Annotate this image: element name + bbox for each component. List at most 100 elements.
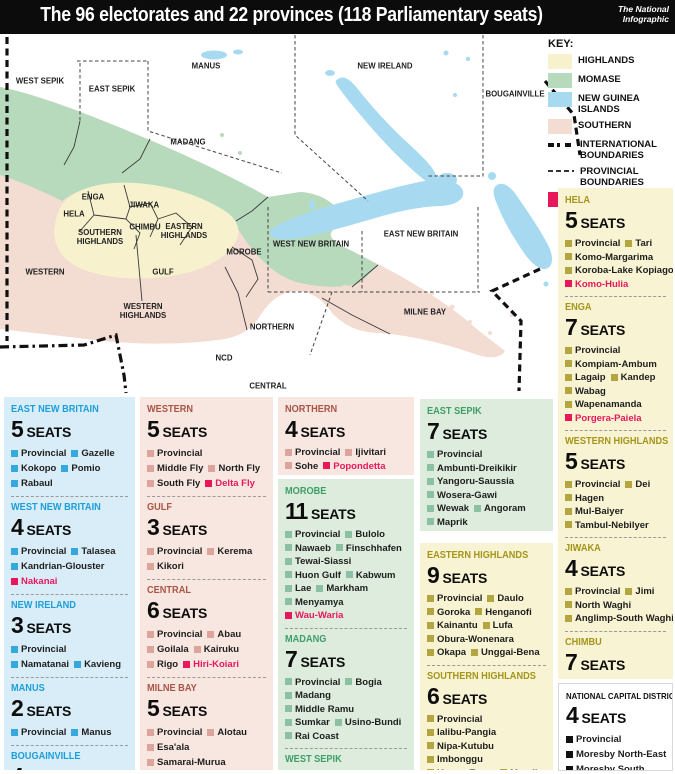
- electorate-label: Provincial: [21, 644, 67, 655]
- province-section: EAST SEPIK 7 SEATS Provincial Ambunti-Dreik…: [427, 406, 546, 528]
- electorate-item: South Fly: [147, 477, 200, 490]
- electorate-label: Menyamya: [295, 596, 344, 608]
- electorate-item: Kagua-Erave: [427, 768, 495, 770]
- seat-count: 4 SEATS: [285, 416, 407, 443]
- seat-count: 2 SEATS: [11, 695, 128, 722]
- electorate-bullet-icon: [205, 479, 213, 487]
- electorate-bullet-icon: [11, 449, 18, 457]
- electorate-item: Gazelle: [71, 447, 115, 460]
- electorate-item: Provincial: [147, 726, 202, 739]
- map-label: NCD: [215, 352, 233, 363]
- electorate-item: Provincial: [565, 586, 620, 598]
- province-section: MANUS 2 SEATS Provincial Manus: [11, 683, 128, 739]
- electorate-bullet-icon: [427, 648, 434, 656]
- seat-number: 7: [285, 645, 298, 672]
- province-name: EAST NEW BRITAIN: [11, 404, 99, 415]
- electorate-bullet-icon: [427, 621, 434, 629]
- electorate-label: Koroba-Lake Kopiago: [575, 265, 673, 276]
- electorate-bullet-icon: [11, 547, 18, 555]
- seats-word: SEATS: [576, 322, 626, 338]
- electorate-item: Esa'ala: [147, 741, 189, 754]
- electorate-item: Nipa-Kutubu: [427, 741, 494, 753]
- electorate-item: Imbonggu: [427, 754, 483, 766]
- electorate-label: Provincial: [575, 479, 621, 490]
- electorate-bullet-icon: [316, 584, 324, 592]
- electorate-bullet-icon: [285, 448, 292, 456]
- electorate-label: Hiri-Koiari: [193, 659, 240, 670]
- province-panel: EAST SEPIK 7 SEATS Provincial Ambunti-Dreik…: [420, 399, 553, 531]
- electorate-label: Kandrian-Glouster: [21, 561, 105, 572]
- publisher-name: The National: [617, 4, 669, 14]
- panel-divider: [11, 745, 128, 746]
- electorate-item: Usino-Bundi: [334, 717, 401, 729]
- province-section: NEW IRELAND 3 SEATS Provincial Namatanai Kav…: [11, 600, 128, 671]
- seats-word: SEATS: [158, 424, 208, 440]
- seat-count: 9 SEATS: [427, 562, 546, 589]
- electorate-item: Kikori: [147, 560, 184, 573]
- province-section: ENGA 7 SEATS Provincial Kompiam-Ambum Lagaip…: [565, 302, 666, 424]
- electorate-bullet-icon: [565, 614, 572, 622]
- electorate-item: Daulo: [487, 593, 524, 605]
- electorate-bullet-icon: [207, 728, 215, 736]
- electorate-item: Dei: [625, 479, 650, 491]
- province-section: SOUTHERN HIGHLANDS 6 SEATS Provincial Ialib…: [427, 671, 546, 770]
- electorate-item: Wapenamanda: [565, 399, 642, 411]
- map-label: CHIMBU: [129, 221, 161, 232]
- publisher-tagline: Infographic: [622, 13, 669, 24]
- panel-divider: [565, 537, 666, 538]
- electorate-label: Nipa-Kutubu: [437, 740, 494, 752]
- electorate-label: Wapenamanda: [575, 399, 642, 410]
- electorate-bullet-icon: [345, 530, 353, 538]
- seat-number: 5: [285, 766, 298, 770]
- title-bar: The 96 electorates and 22 provinces (118…: [0, 0, 675, 34]
- electorate-bullet-icon: [207, 547, 215, 555]
- electorate-item: Provincial: [11, 643, 66, 656]
- electorate-item: Sumkar: [285, 717, 330, 729]
- electorate-bullet-icon: [610, 373, 618, 381]
- electorate-item: Huon Gulf: [285, 570, 341, 582]
- seat-count: 4 SEATS: [566, 702, 665, 729]
- electorate-bullet-icon: [285, 705, 292, 712]
- seat-count: 5 SEATS: [147, 695, 266, 722]
- electorate-bullet-icon: [565, 507, 572, 515]
- province-section: GULF 3 SEATS Provincial Kerema Kikori: [147, 502, 266, 573]
- electorate-bullet-icon: [345, 448, 353, 456]
- electorate-bullet-icon: [427, 755, 434, 763]
- electorate-label: Provincial: [157, 448, 203, 459]
- province-section: HELA 5 SEATS Provincial Tari Komo-Margarima K…: [565, 195, 673, 291]
- electorate-bullet-icon: [11, 728, 18, 736]
- electorate-bullet-icon: [566, 750, 573, 758]
- electorate-item: Angoram: [474, 503, 526, 515]
- electorate-label: South Fly: [157, 478, 201, 489]
- electorate-bullet-icon: [147, 743, 154, 751]
- electorate-bullet-icon: [208, 464, 216, 472]
- electorate-bullet-icon: [147, 728, 154, 736]
- electorate-label: Provincial: [295, 529, 341, 540]
- electorate-label: Kandep: [620, 372, 656, 383]
- electorate-bullet-icon: [565, 521, 572, 528]
- electorate-item: Wosera-Gawi: [427, 490, 497, 502]
- map-label: HELA: [63, 208, 85, 219]
- province-section: WESTERN 5 SEATS Provincial Middle Fly North …: [147, 404, 266, 490]
- panel-divider: [565, 630, 666, 632]
- province-panel: MOROBE 11 SEATS Provincial Bulolo Nawaeb Fins…: [278, 479, 414, 770]
- electorate-item: Komo-Hulia: [565, 279, 628, 291]
- electorate-bullet-icon: [475, 608, 483, 615]
- seat-count: 5 SEATS: [285, 766, 407, 770]
- electorate-list: Provincial Middle Fly North Fly South Fly De…: [147, 445, 266, 490]
- province-name: EASTERN HIGHLANDS: [427, 550, 529, 561]
- electorate-label: Kabwum: [355, 569, 396, 581]
- electorate-list: Provincial Namatanai Kavieng: [11, 641, 128, 671]
- electorate-bullet-icon: [147, 464, 154, 472]
- electorate-bullet-icon: [500, 769, 508, 770]
- seat-number: 5: [565, 207, 578, 233]
- electorate-item: Tari: [625, 238, 652, 250]
- electorate-list: Provincial Tari Komo-Margarima Koroba-Lake …: [565, 236, 673, 291]
- electorate-item: Provincial: [285, 447, 340, 459]
- electorate-list: Provincial Ialibu-Pangia Nipa-Kutubu Imbong…: [427, 712, 546, 770]
- key-color-swatch: [548, 73, 572, 88]
- electorate-item: Lufa: [482, 620, 513, 632]
- electorate-item: Henganofi: [475, 607, 532, 619]
- panel-divider: [285, 627, 407, 629]
- seats-word: SEATS: [158, 522, 208, 538]
